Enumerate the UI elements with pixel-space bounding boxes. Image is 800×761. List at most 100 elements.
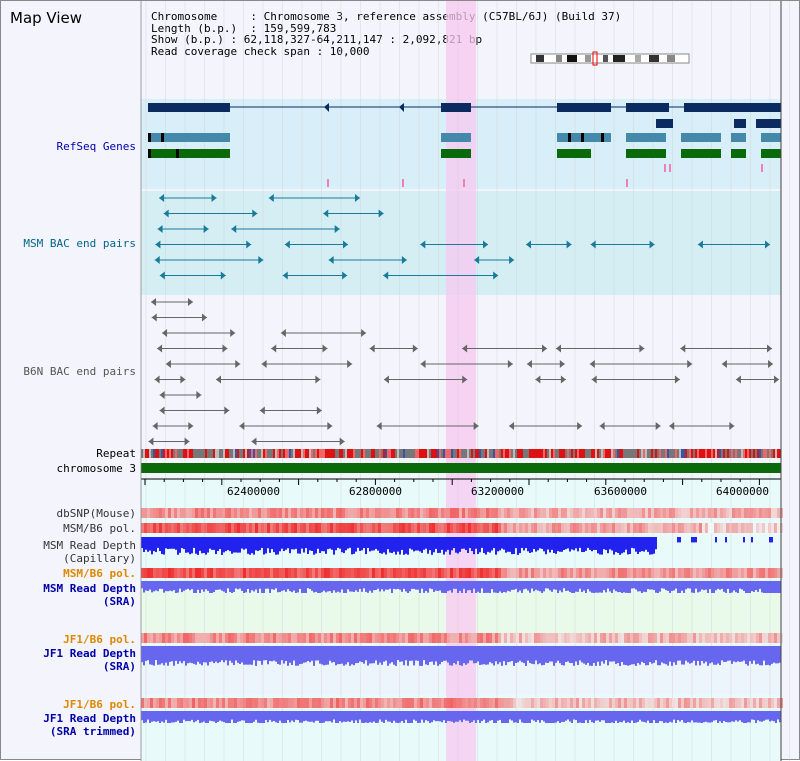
repeat-block bbox=[477, 449, 479, 458]
dbsnp-heat bbox=[342, 508, 345, 518]
msm-pol-heat bbox=[645, 523, 648, 533]
jf1-pol-heat bbox=[357, 633, 360, 643]
msm-pol-heat bbox=[588, 523, 591, 533]
jf1-pol-heat bbox=[540, 633, 543, 643]
msm-pol2-heat bbox=[558, 568, 561, 578]
repeat-block bbox=[731, 449, 733, 458]
jf1-depth-sra-bar bbox=[509, 646, 511, 662]
jf1-depth-sra-bar bbox=[279, 646, 281, 665]
jf1-depth-trimmed-bar bbox=[289, 711, 291, 723]
msm-pol-heat bbox=[249, 523, 252, 533]
jf1-depth-trimmed-bar bbox=[581, 711, 583, 723]
jf1-depth-trimmed-bar bbox=[439, 711, 441, 722]
jf1-depth-sra-bar bbox=[585, 646, 587, 665]
jf1-depth-trimmed-bar bbox=[311, 711, 313, 722]
jf1-depth-trimmed-bar bbox=[403, 711, 405, 723]
jf1-pol-heat bbox=[546, 633, 549, 643]
repeat-block bbox=[471, 449, 473, 458]
msm-pol-heat bbox=[561, 523, 564, 533]
msm-depth-capillary-bar bbox=[581, 537, 583, 553]
msm-pol-heat bbox=[723, 523, 726, 533]
repeat-block bbox=[273, 449, 275, 458]
jf1-pol-heat bbox=[324, 633, 327, 643]
msm-pol2-heat bbox=[534, 568, 537, 578]
jf1-pol-heat bbox=[738, 633, 741, 643]
msm-pol2-heat bbox=[522, 568, 525, 578]
msm-depth-capillary-bar bbox=[617, 537, 619, 553]
repeat-block bbox=[151, 449, 153, 458]
b6n-bac-pair-end bbox=[239, 422, 245, 430]
jf1-depth-sra-bar bbox=[169, 646, 171, 662]
msm-pol2-heat bbox=[492, 568, 495, 578]
jf1-depth-sra-bar bbox=[465, 646, 467, 665]
msm-pol2-heat bbox=[642, 568, 645, 578]
jf1-pol-heat bbox=[732, 633, 735, 643]
jf1-pol2-heat bbox=[408, 698, 411, 708]
msm-depth-capillary-bar bbox=[381, 537, 383, 554]
jf1-depth-sra-bar bbox=[637, 646, 639, 664]
jf1-depth-trimmed-bar bbox=[255, 711, 257, 720]
msm-depth-capillary-bar bbox=[485, 537, 487, 555]
jf1-depth-sra-bar bbox=[347, 646, 349, 663]
dbsnp-heat bbox=[306, 508, 309, 518]
jf1-pol2-heat bbox=[381, 698, 384, 708]
msm-depth-sra-bar bbox=[687, 581, 689, 589]
msm-depth-capillary-bar bbox=[573, 537, 575, 551]
msm-depth-sra-bar bbox=[481, 581, 483, 589]
msm-depth-capillary-bar bbox=[349, 537, 351, 548]
label-dbsnp: dbSNP(Mouse) bbox=[56, 507, 136, 520]
jf1-depth-sra-bar bbox=[351, 646, 353, 665]
jf1-depth-sra-bar bbox=[435, 646, 437, 662]
msm-pol2-heat bbox=[414, 568, 417, 578]
jf1-pol-heat bbox=[330, 633, 333, 643]
msm-depth-sra-bar bbox=[435, 581, 437, 591]
jf1-depth-sra-bar bbox=[469, 646, 471, 661]
jf1-depth-trimmed-bar bbox=[517, 711, 519, 723]
dbsnp-heat bbox=[357, 508, 360, 518]
msm-depth-sra-bar bbox=[675, 581, 677, 589]
jf1-depth-trimmed-bar bbox=[583, 711, 585, 723]
jf1-pol2-heat bbox=[759, 698, 762, 708]
msm-pol-heat bbox=[567, 523, 570, 533]
jf1-pol-heat bbox=[183, 633, 186, 643]
repeat-block bbox=[377, 449, 379, 458]
msm-depth-capillary-bar bbox=[401, 537, 403, 550]
jf1-pol2-heat bbox=[546, 698, 549, 708]
repeat-block bbox=[619, 449, 621, 458]
jf1-pol2-heat bbox=[378, 698, 381, 708]
msm-depth-capillary-bar bbox=[289, 537, 291, 554]
jf1-pol-heat bbox=[507, 633, 510, 643]
jf1-depth-sra-bar bbox=[711, 646, 713, 663]
jf1-depth-sra-bar bbox=[521, 646, 523, 663]
repeat-block bbox=[667, 449, 669, 458]
msm-depth-capillary-bar bbox=[469, 537, 471, 549]
jf1-depth-trimmed-bar bbox=[225, 711, 227, 723]
jf1-pol2-heat bbox=[441, 698, 444, 708]
jf1-depth-sra-bar bbox=[151, 646, 153, 665]
jf1-pol-heat bbox=[747, 633, 750, 643]
jf1-pol-heat bbox=[528, 633, 531, 643]
jf1-depth-trimmed-bar bbox=[737, 711, 739, 722]
jf1-pol2-heat bbox=[558, 698, 561, 708]
jf1-pol2-heat bbox=[627, 698, 630, 708]
jf1-pol2-heat bbox=[522, 698, 525, 708]
jf1-depth-trimmed-bar bbox=[647, 711, 649, 721]
msm-depth-sra-bar bbox=[245, 581, 247, 593]
msm-depth-sra-bar bbox=[499, 581, 501, 592]
dbsnp-heat bbox=[474, 508, 477, 518]
msm-pol2-heat bbox=[579, 568, 582, 578]
jf1-depth-trimmed-bar bbox=[483, 711, 485, 720]
jf1-pol2-heat bbox=[744, 698, 747, 708]
jf1-pol2-heat bbox=[363, 698, 366, 708]
msm-pol2-heat bbox=[228, 568, 231, 578]
jf1-depth-sra-bar bbox=[321, 646, 323, 665]
msm-depth-capillary-bar bbox=[569, 537, 571, 552]
jf1-pol-heat bbox=[144, 633, 147, 643]
msm-pol2-heat bbox=[453, 568, 456, 578]
dbsnp-heat bbox=[186, 508, 189, 518]
jf1-depth-trimmed-bar bbox=[621, 711, 623, 723]
msm-depth-sra-bar bbox=[149, 581, 151, 590]
msm-bac-pair-end bbox=[334, 225, 340, 233]
msm-depth-sra-bar bbox=[373, 581, 375, 591]
